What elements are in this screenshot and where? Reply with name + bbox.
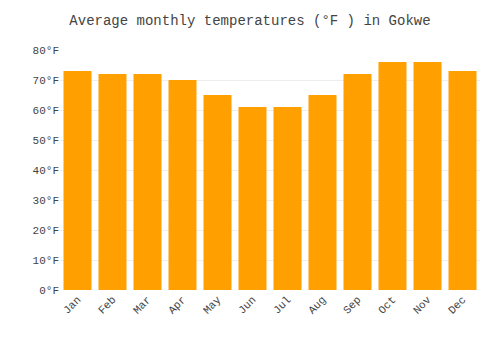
- svg-text:Feb: Feb: [96, 294, 118, 316]
- svg-text:Dec: Dec: [446, 294, 468, 316]
- svg-text:60°F: 60°F: [33, 105, 59, 117]
- svg-text:40°F: 40°F: [33, 165, 59, 177]
- svg-text:Jun: Jun: [236, 294, 258, 316]
- svg-text:Average monthly temperatures (: Average monthly temperatures (°F ) in Go…: [69, 13, 430, 29]
- svg-text:Oct: Oct: [376, 294, 398, 316]
- svg-text:0°F: 0°F: [39, 285, 59, 297]
- svg-text:50°F: 50°F: [33, 135, 59, 147]
- svg-text:Aug: Aug: [306, 294, 328, 316]
- svg-text:May: May: [201, 294, 224, 317]
- svg-text:Apr: Apr: [166, 294, 188, 316]
- svg-text:10°F: 10°F: [33, 255, 59, 267]
- svg-text:80°F: 80°F: [33, 45, 59, 57]
- svg-text:Jul: Jul: [271, 294, 293, 316]
- svg-text:30°F: 30°F: [33, 195, 59, 207]
- svg-text:Mar: Mar: [131, 294, 153, 316]
- svg-text:70°F: 70°F: [33, 75, 59, 87]
- svg-text:20°F: 20°F: [33, 225, 59, 237]
- svg-text:Jan: Jan: [61, 294, 83, 316]
- svg-text:Sep: Sep: [341, 294, 363, 316]
- svg-text:Nov: Nov: [411, 294, 434, 317]
